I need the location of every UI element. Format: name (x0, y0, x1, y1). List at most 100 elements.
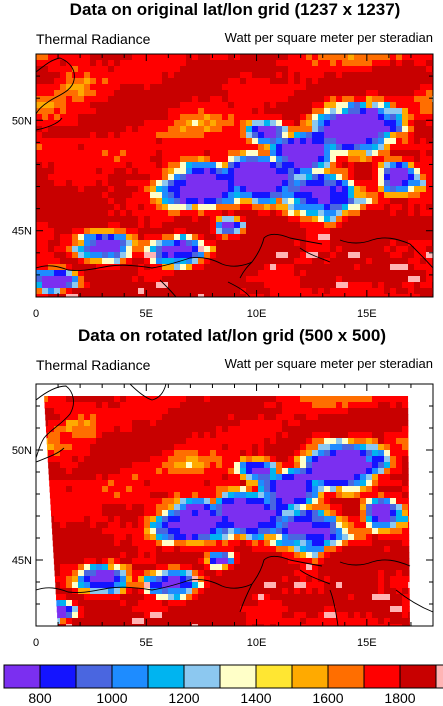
heatmap-cell-552 (378, 444, 385, 451)
heatmap-cell-935 (420, 132, 427, 139)
heatmap-cell-1199 (396, 156, 403, 163)
heatmap-cell-1863 (360, 216, 367, 223)
heatmap-cell-1591 (336, 192, 343, 199)
heatmap-cell-68 (42, 60, 49, 67)
heatmap-cell-329 (156, 426, 163, 433)
heatmap-cell-1806 (216, 570, 223, 577)
heatmap-cell-1441 (210, 534, 217, 541)
heatmap-cell-165 (288, 408, 295, 415)
heatmap-cell-551 (126, 102, 133, 109)
heatmap-cell-376 (66, 432, 73, 439)
heatmap-cell-554 (390, 444, 397, 451)
heatmap-cell-406 (246, 432, 253, 439)
heatmap-cell-285 (264, 420, 271, 427)
heatmap-cell-229 (300, 414, 307, 421)
heatmap-cell-380 (90, 432, 97, 439)
heatmap-cell-2115 (270, 600, 277, 607)
heatmap-cell-2024 (120, 234, 127, 241)
heatmap-cell-2077 (36, 240, 43, 247)
heatmap-cell-1006 (42, 144, 49, 151)
heatmap-cell-940 (132, 486, 139, 493)
heatmap-cell-575 (270, 102, 277, 109)
heatmap-cell-1314 (180, 522, 187, 529)
heatmap-cell-590 (234, 450, 241, 457)
heatmap-cell-539 (54, 102, 61, 109)
heatmap-cell-1770 (360, 564, 367, 571)
heatmap-cell-2117 (282, 600, 289, 607)
heatmap-cell-408 (258, 432, 265, 439)
heatmap-cell-2487 (84, 276, 91, 283)
heatmap-cell-1844 (84, 576, 91, 583)
heatmap-cell-197 (108, 414, 115, 421)
heatmap-cell-2094 (144, 600, 151, 607)
heatmap-cell-136 (114, 408, 121, 415)
heatmap-cell-2259 (324, 252, 331, 259)
heatmap-cell-617 (396, 450, 403, 457)
heatmap-cell-1967 (102, 588, 109, 595)
heatmap-cell-1720 (60, 564, 67, 571)
heatmap-cell-1800 (384, 210, 391, 217)
heatmap-cell-1858 (168, 576, 175, 583)
heatmap-cell-858 (372, 474, 379, 481)
heatmap-cell-2657 (300, 288, 307, 295)
heatmap-cell-1127 (156, 504, 163, 511)
heatmap-cell-2560 (120, 282, 127, 289)
heatmap-cell-1035 (336, 492, 343, 499)
heatmap-cell-617 (120, 108, 127, 115)
heatmap-cell-2477 (426, 270, 433, 277)
heatmap-cell-54 (360, 54, 367, 61)
heatmap-cell-1593 (390, 546, 397, 553)
heatmap-cell-795 (384, 120, 391, 127)
heatmap-cell-1604 (414, 192, 421, 199)
heatmap-cell-1684 (204, 558, 211, 565)
heatmap-cell-1218 (336, 510, 343, 517)
heatmap-cell-2587 (282, 282, 289, 289)
heatmap-cell-2201 (66, 612, 73, 619)
heatmap-cell-2192 (372, 606, 379, 613)
heatmap-cell-539 (300, 444, 307, 451)
heatmap-cell-1048 (294, 144, 301, 151)
heatmap-cell-287 (276, 420, 283, 427)
heatmap-cell-259 (384, 72, 391, 79)
heatmap-cell-1038 (234, 144, 241, 151)
heatmap-cell-1024 (270, 492, 277, 499)
heatmap-cell-1764 (324, 564, 331, 571)
heatmap-cell-2744 (420, 294, 427, 297)
heatmap-cell-384 (330, 84, 337, 91)
heatmap-cell-2651 (264, 288, 271, 295)
heatmap-cell-1306 (132, 522, 139, 529)
heatmap-cell-899 (204, 132, 211, 139)
heatmap-cell-536 (282, 444, 289, 451)
heatmap-cell-1149 (288, 504, 295, 511)
heatmap-cell-626 (174, 108, 181, 115)
heatmap-cell-915 (300, 132, 307, 139)
heatmap-cell-226 (186, 72, 193, 79)
heatmap-cell-1989 (312, 228, 319, 235)
heatmap-cell-1823 (120, 216, 127, 223)
heatmap-cell-1510 (258, 540, 265, 547)
heatmap-cell-1238 (228, 162, 235, 169)
heatmap-cell-635 (132, 456, 139, 463)
heatmap-cell-1022 (138, 144, 145, 151)
heatmap-cell-1572 (264, 546, 271, 553)
heatmap-cell-1714 (270, 204, 277, 211)
heatmap-cell-1332 (288, 522, 295, 529)
heatmap-cell-394 (390, 84, 397, 91)
heatmap-cell-912 (330, 480, 337, 487)
heatmap-cell-1670 (408, 198, 415, 205)
heatmap-cell-2162 (192, 606, 199, 613)
heatmap-cell-236 (342, 414, 349, 421)
heatmap-cell-573 (258, 102, 265, 109)
heatmap-cell-1603 (408, 192, 415, 199)
heatmap-cell-2052 (252, 594, 259, 601)
heatmap-cell-1728 (108, 564, 115, 571)
heatmap-cell-1452 (306, 180, 313, 187)
heatmap-cell-1794 (348, 210, 355, 217)
heatmap-cell-2402 (378, 264, 385, 271)
heatmap-cell-946 (168, 486, 175, 493)
heatmap-cell-2266 (366, 252, 373, 259)
heatmap-cell-53 (354, 54, 361, 61)
heatmap-cell-1549 (84, 192, 91, 199)
heatmap-cell-1413 (408, 528, 410, 535)
heatmap-cell-400 (426, 84, 433, 91)
